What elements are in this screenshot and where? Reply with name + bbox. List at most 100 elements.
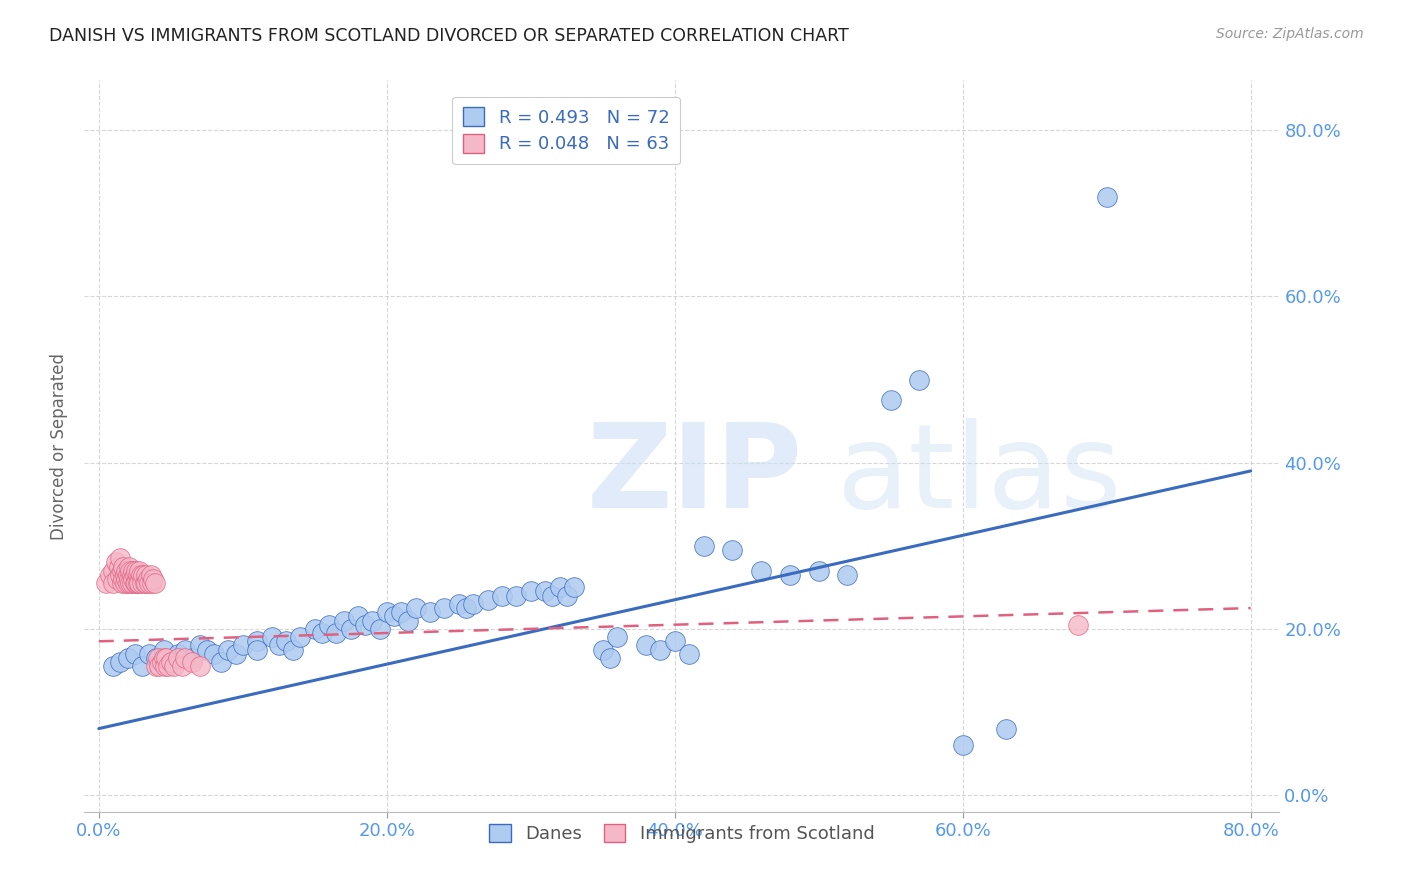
Point xyxy=(354,617,377,632)
Point xyxy=(162,659,184,673)
Point xyxy=(202,647,225,661)
Point xyxy=(837,567,859,582)
Point xyxy=(1095,189,1118,203)
Point xyxy=(304,622,326,636)
Point xyxy=(188,639,211,653)
Point xyxy=(463,597,485,611)
Point xyxy=(128,576,150,591)
Point xyxy=(117,576,139,591)
Point xyxy=(375,605,398,619)
Point xyxy=(135,576,157,591)
Point xyxy=(650,642,672,657)
Point xyxy=(121,567,143,582)
Point xyxy=(339,622,361,636)
Point xyxy=(548,580,571,594)
Point xyxy=(110,655,132,669)
Point xyxy=(267,639,290,653)
Point xyxy=(152,642,174,657)
Point xyxy=(108,559,131,574)
Point xyxy=(138,647,160,661)
Point xyxy=(122,572,145,586)
Text: atlas: atlas xyxy=(838,417,1122,533)
Point xyxy=(664,634,686,648)
Point xyxy=(477,592,499,607)
Point xyxy=(118,559,141,574)
Point xyxy=(138,576,160,591)
Point xyxy=(141,576,163,591)
Point xyxy=(606,630,628,644)
Point xyxy=(1067,617,1090,632)
Point xyxy=(454,601,477,615)
Point xyxy=(419,605,441,619)
Point xyxy=(124,647,146,661)
Point xyxy=(555,589,578,603)
Point xyxy=(146,651,169,665)
Point xyxy=(131,576,153,591)
Point xyxy=(541,589,564,603)
Point xyxy=(145,659,167,673)
Point xyxy=(156,659,179,673)
Point xyxy=(120,564,142,578)
Point xyxy=(110,551,132,566)
Point xyxy=(281,642,304,657)
Point xyxy=(121,576,143,591)
Point xyxy=(188,659,211,673)
Point xyxy=(172,659,194,673)
Point xyxy=(246,634,269,648)
Point xyxy=(368,622,391,636)
Point xyxy=(152,651,174,665)
Point xyxy=(145,651,167,665)
Point xyxy=(159,655,181,669)
Point xyxy=(678,647,700,661)
Point xyxy=(101,576,124,591)
Point xyxy=(389,605,412,619)
Point xyxy=(311,626,333,640)
Point xyxy=(129,567,152,582)
Point xyxy=(181,651,204,665)
Point xyxy=(779,567,801,582)
Point xyxy=(101,564,124,578)
Point xyxy=(135,567,157,582)
Point xyxy=(174,651,197,665)
Point xyxy=(124,576,146,591)
Point xyxy=(107,572,129,586)
Text: Source: ZipAtlas.com: Source: ZipAtlas.com xyxy=(1216,27,1364,41)
Point xyxy=(347,609,370,624)
Point xyxy=(117,651,139,665)
Point xyxy=(132,567,155,582)
Point xyxy=(491,589,513,603)
Legend: Danes, Immigrants from Scotland: Danes, Immigrants from Scotland xyxy=(482,816,882,850)
Point xyxy=(167,651,190,665)
Point xyxy=(134,576,156,591)
Text: DANISH VS IMMIGRANTS FROM SCOTLAND DIVORCED OR SEPARATED CORRELATION CHART: DANISH VS IMMIGRANTS FROM SCOTLAND DIVOR… xyxy=(49,27,849,45)
Point xyxy=(153,659,176,673)
Point xyxy=(101,659,124,673)
Point xyxy=(127,567,149,582)
Text: ZIP: ZIP xyxy=(586,417,803,533)
Point xyxy=(110,567,132,582)
Point xyxy=(209,655,232,669)
Point xyxy=(111,564,134,578)
Y-axis label: Divorced or Separated: Divorced or Separated xyxy=(49,352,67,540)
Point xyxy=(117,567,139,582)
Point xyxy=(128,564,150,578)
Point xyxy=(361,614,384,628)
Point xyxy=(195,642,218,657)
Point xyxy=(131,659,153,673)
Point xyxy=(908,372,931,386)
Point xyxy=(118,572,141,586)
Point xyxy=(112,559,135,574)
Point xyxy=(94,576,117,591)
Point xyxy=(115,564,138,578)
Point xyxy=(112,572,135,586)
Point xyxy=(98,567,121,582)
Point xyxy=(142,572,165,586)
Point xyxy=(120,576,142,591)
Point xyxy=(105,555,128,569)
Point xyxy=(318,617,340,632)
Point xyxy=(260,630,283,644)
Point xyxy=(155,651,177,665)
Point xyxy=(136,572,159,586)
Point xyxy=(274,634,297,648)
Point xyxy=(405,601,427,615)
